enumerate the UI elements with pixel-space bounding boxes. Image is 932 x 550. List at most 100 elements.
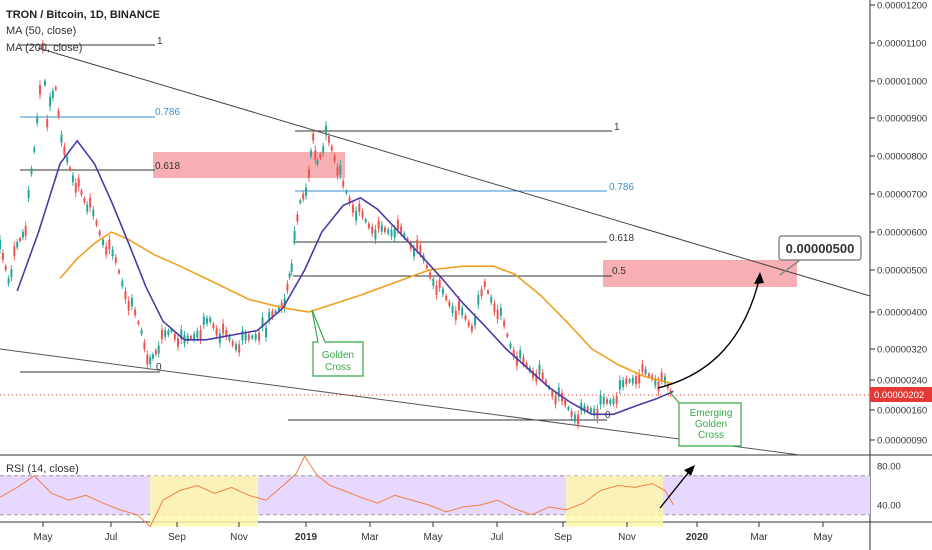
price-candle-body bbox=[612, 398, 615, 405]
price-candle-body bbox=[247, 334, 250, 340]
price-candle-body bbox=[27, 189, 30, 198]
price-candle-body bbox=[664, 376, 666, 384]
price-candle-body bbox=[377, 220, 380, 229]
price-candle-body bbox=[140, 329, 143, 334]
price-candle-body bbox=[406, 238, 409, 242]
price-candle-body bbox=[586, 406, 589, 411]
price-candle-body bbox=[512, 349, 515, 357]
price-candle-body bbox=[358, 203, 361, 212]
price-candle-body bbox=[0, 239, 1, 250]
price-candle-body bbox=[519, 350, 522, 359]
price-candle-body bbox=[509, 343, 512, 348]
price-candle-body bbox=[186, 335, 189, 342]
price-candle-body bbox=[283, 298, 286, 308]
fib1-label-1: 1 bbox=[157, 36, 163, 47]
price-candle-body bbox=[293, 230, 296, 241]
price-candle-body bbox=[228, 336, 231, 341]
fib1-label-0: 0 bbox=[156, 362, 162, 373]
price-candle-body bbox=[10, 269, 13, 278]
price-candle-body bbox=[480, 289, 483, 297]
price-candle-body bbox=[503, 320, 506, 327]
price-candle-body bbox=[206, 318, 208, 324]
price-candle-body bbox=[515, 356, 518, 366]
emerging-text: Emerging bbox=[690, 408, 733, 419]
price-candle-body bbox=[654, 378, 657, 386]
price-candle-body bbox=[21, 231, 24, 238]
price-candle-body bbox=[615, 396, 618, 405]
rsi-line bbox=[0, 455, 674, 528]
price-candle-body bbox=[551, 391, 554, 397]
x-tick-label: Sep bbox=[554, 532, 572, 543]
price-candle-body bbox=[54, 86, 57, 90]
price-candle-body bbox=[635, 376, 637, 385]
price-candle-body bbox=[302, 193, 305, 200]
price-candle-body bbox=[618, 380, 621, 390]
price-candle-body bbox=[305, 187, 307, 196]
price-candle-body bbox=[265, 327, 267, 338]
price-candle-body bbox=[496, 309, 499, 320]
price-candle-body bbox=[164, 330, 167, 337]
price-candle-body bbox=[209, 317, 212, 323]
price-candle-body bbox=[180, 329, 183, 340]
price-candle-body bbox=[380, 224, 383, 232]
emerging-text: Golden bbox=[695, 419, 727, 430]
y-tick-label: 0.00000160 bbox=[877, 406, 927, 417]
price-candle-body bbox=[286, 283, 289, 291]
price-candle-body bbox=[277, 307, 280, 312]
price-candle-body bbox=[413, 248, 415, 257]
price-candle-body bbox=[86, 204, 89, 212]
price-candle-body bbox=[238, 344, 241, 353]
ma50-legend: MA (50, close) bbox=[6, 25, 77, 37]
chart-title: TRON / Bitcoin, 1D, BINANCE bbox=[6, 9, 161, 21]
last-price-tag bbox=[870, 387, 932, 402]
price-candle-body bbox=[33, 147, 36, 152]
price-candle-body bbox=[111, 249, 114, 257]
price-candle-body bbox=[490, 297, 493, 303]
price-candle-body bbox=[127, 301, 130, 311]
price-candle-body bbox=[538, 364, 541, 375]
price-candle-body bbox=[13, 246, 16, 256]
y-tick-label: 0.00000090 bbox=[877, 436, 927, 447]
rsi-tick-label: 40.00 bbox=[877, 501, 901, 512]
price-candle-body bbox=[307, 169, 310, 178]
price-candle-body bbox=[409, 243, 412, 249]
price-candle-body bbox=[438, 279, 441, 288]
y-tick-label: 0.00000800 bbox=[877, 152, 927, 163]
price-candle-body bbox=[254, 334, 257, 340]
y-tick-label: 0.00000400 bbox=[877, 308, 927, 319]
price-candle-body bbox=[1, 252, 4, 260]
price-candle-body bbox=[268, 312, 271, 321]
price-candle-body bbox=[577, 415, 580, 425]
price-candle-body bbox=[218, 333, 221, 343]
price-candle-body bbox=[271, 311, 274, 317]
price-candle-body bbox=[532, 370, 534, 378]
x-tick-label: Jul bbox=[105, 532, 118, 543]
price-candle-body bbox=[483, 281, 486, 287]
price-candle-body bbox=[461, 308, 464, 315]
price-candle-body bbox=[66, 156, 69, 163]
target-pointer bbox=[779, 259, 801, 276]
price-candle-body bbox=[390, 229, 393, 237]
price-candle-body bbox=[118, 270, 120, 274]
emerging-text: Cross bbox=[698, 430, 724, 441]
price-candle-body bbox=[593, 408, 596, 416]
price-candle-body bbox=[280, 302, 283, 310]
price-candle-body bbox=[506, 333, 509, 337]
price-candle-body bbox=[193, 333, 196, 340]
price-candle-body bbox=[299, 200, 302, 204]
x-tick-label: Mar bbox=[361, 532, 379, 543]
price-candle-body bbox=[325, 125, 327, 136]
price-candle-body bbox=[451, 306, 454, 313]
price-candle-body bbox=[137, 321, 140, 325]
price-candle-body bbox=[435, 285, 438, 295]
price-candle-body bbox=[92, 209, 95, 217]
price-candle-body bbox=[310, 150, 312, 157]
price-candle-body bbox=[400, 226, 403, 234]
price-candle-body bbox=[173, 333, 176, 340]
price-candle-body bbox=[641, 363, 644, 373]
golden-cross-callout bbox=[311, 309, 364, 377]
price-candle-body bbox=[312, 133, 315, 141]
y-tick-label: 0.00000700 bbox=[877, 190, 927, 201]
price-candle-body bbox=[589, 408, 592, 413]
price-candle-body bbox=[177, 338, 179, 347]
